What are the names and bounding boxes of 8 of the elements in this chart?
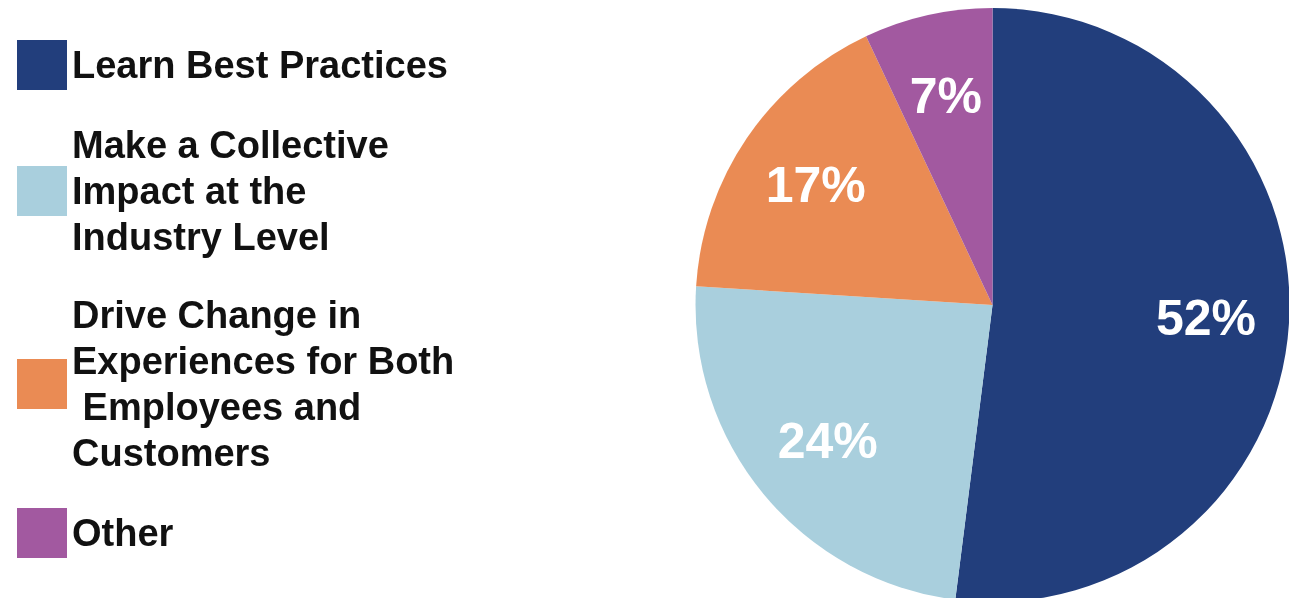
- data-label: 52%: [1155, 290, 1256, 347]
- legend-label: Other: [72, 512, 174, 554]
- data-label: 17%: [765, 156, 866, 213]
- legend-label: Make a Collective Impact at the Industry Level: [72, 124, 400, 258]
- legend-label: Learn Best Practices: [72, 44, 448, 86]
- legend-label: Drive Change in Experiences for Both Employees and Customers: [72, 294, 455, 474]
- data-label: 7%: [909, 68, 983, 125]
- data-label: 24%: [777, 413, 878, 470]
